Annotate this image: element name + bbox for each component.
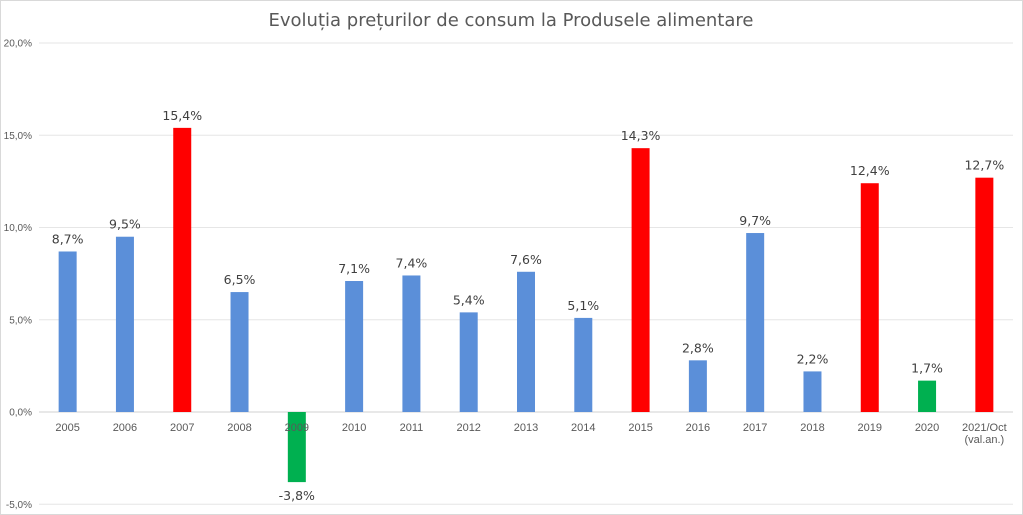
x-tick-line: 2008	[227, 422, 251, 434]
x-tick-line: 2009	[285, 422, 309, 434]
data-labels: 8,7% 9,5% 15,4% 6,5% -3,8% 7,1% 7,4% 5,4% 7,6% 5,…	[52, 108, 1005, 503]
x-tick-label: 2011	[400, 422, 424, 434]
x-tick-line: 2011	[400, 422, 424, 434]
x-tick-label: 2017	[743, 422, 767, 434]
data-label: -3,8%	[279, 488, 315, 503]
x-tick-line: 2017	[743, 422, 767, 434]
y-tick-label: 20,0%	[4, 39, 32, 50]
chart-title: Evoluția prețurilor de consum la Produse…	[269, 10, 754, 31]
y-tick-label: 5,0%	[9, 315, 32, 326]
x-tick-label: 2009	[285, 422, 309, 434]
bar	[287, 412, 306, 483]
data-label: 5,1%	[567, 298, 599, 313]
bar	[860, 183, 879, 412]
x-tick-label: 2018	[800, 422, 824, 434]
y-axis: 20,0% 15,0% 10,0% 5,0% 0,0% -5,0%	[4, 39, 32, 511]
x-tick-label: 2008	[227, 422, 251, 434]
y-tick-label: 10,0%	[4, 223, 32, 234]
x-tick-line: 2007	[170, 422, 194, 434]
x-tick-label: 2006	[113, 422, 137, 434]
bars	[58, 127, 994, 483]
data-label: 9,5%	[109, 217, 141, 232]
bar	[115, 236, 134, 412]
bar	[918, 380, 937, 412]
data-label: 12,7%	[964, 158, 1004, 173]
bar	[688, 360, 707, 412]
x-tick-label: 2019	[858, 422, 882, 434]
data-label: 8,7%	[52, 231, 84, 246]
data-label: 7,1%	[338, 261, 370, 276]
x-tick-line: 2020	[915, 422, 939, 434]
x-tick-label: 2007	[170, 422, 194, 434]
bar	[173, 127, 192, 413]
bar	[459, 312, 478, 412]
x-tick-label: 2010	[342, 422, 366, 434]
y-tick-label: -5,0%	[6, 500, 32, 511]
bar	[631, 148, 650, 413]
bar	[803, 371, 822, 412]
bar	[517, 271, 535, 412]
x-tick-label: 2020	[915, 422, 939, 434]
x-tick-label: 2014	[571, 422, 595, 434]
x-tick-label: 2005	[55, 422, 79, 434]
data-label: 7,6%	[510, 252, 542, 267]
data-label: 9,7%	[739, 213, 771, 228]
x-tick-label: 2016	[686, 422, 710, 434]
x-tick-label: 2012	[456, 422, 480, 434]
x-tick-label: 2015	[628, 422, 652, 434]
x-tick-line: 2018	[800, 422, 824, 434]
x-tick-line: 2015	[628, 422, 652, 434]
data-label: 1,7%	[911, 361, 943, 376]
bar	[345, 281, 364, 412]
x-tick-line: 2019	[858, 422, 882, 434]
y-tick-label: 15,0%	[4, 131, 32, 142]
x-tick-line: 2016	[686, 422, 710, 434]
x-tick-line: 2010	[342, 422, 366, 434]
data-label: 12,4%	[850, 163, 890, 178]
bar	[230, 292, 249, 412]
data-label: 15,4%	[162, 108, 202, 123]
data-label: 2,2%	[797, 351, 829, 366]
bar	[746, 233, 765, 412]
x-axis: 2005 2006 2007 2008 2009 2010 2011 2012 2013 2014…	[55, 422, 1006, 446]
data-label: 2,8%	[682, 340, 714, 355]
x-tick-label: 2013	[514, 422, 538, 434]
x-tick-line: 2006	[113, 422, 137, 434]
data-label: 7,4%	[396, 255, 428, 270]
y-tick-label: 0,0%	[9, 408, 32, 419]
bar	[975, 177, 994, 412]
x-tick-label: 2021/Oct (val.an.)	[962, 422, 1007, 446]
x-tick-line: 2014	[571, 422, 595, 434]
bar	[574, 317, 593, 412]
x-tick-line: 2012	[456, 422, 480, 434]
x-tick-line: (val.an.)	[964, 434, 1004, 446]
data-label: 6,5%	[224, 272, 256, 287]
x-tick-line: 2005	[55, 422, 79, 434]
data-label: 5,4%	[453, 292, 485, 307]
data-label: 14,3%	[621, 128, 661, 143]
x-tick-line: 2013	[514, 422, 538, 434]
bar	[58, 251, 77, 412]
bar	[402, 275, 421, 412]
x-tick-line: 2021/Oct	[962, 422, 1007, 434]
